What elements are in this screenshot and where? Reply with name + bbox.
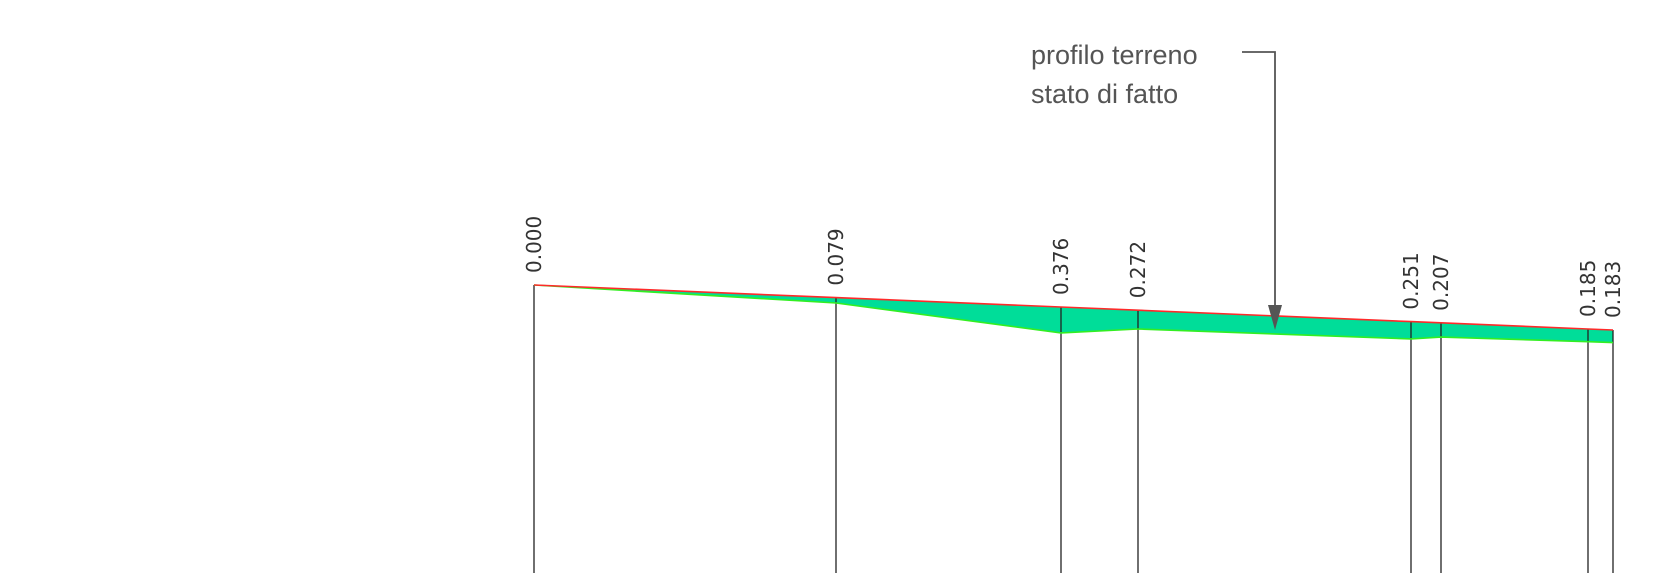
station-depth-label: 0.079 [824, 228, 848, 285]
station-depth-label: 0.207 [1429, 254, 1453, 311]
station-labels: 0.000 0.079 0.376 0.272 0.251 0.207 0.185 0.183 [522, 216, 1625, 318]
callout-leader-line [1242, 51, 1276, 310]
station-depth-label: 0.376 [1049, 238, 1073, 295]
callout-line-1: profilo terreno [1031, 40, 1198, 70]
cut-area-fill [534, 285, 1613, 343]
station-lines [533, 285, 1614, 573]
terrain-profile-line [533, 284, 1614, 344]
station-depth-label: 0.183 [1601, 261, 1625, 318]
callout-leader [1242, 51, 1282, 330]
station-depth-label: 0.185 [1576, 260, 1600, 317]
callout-line-2: stato di fatto [1031, 79, 1179, 109]
station-depth-label: 0.251 [1399, 252, 1423, 309]
callout-label: profilo terreno stato di fatto [1031, 36, 1198, 114]
station-depth-label: 0.000 [522, 216, 546, 273]
station-depth-label: 0.272 [1126, 241, 1150, 298]
callout-arrow-head [1268, 305, 1282, 330]
